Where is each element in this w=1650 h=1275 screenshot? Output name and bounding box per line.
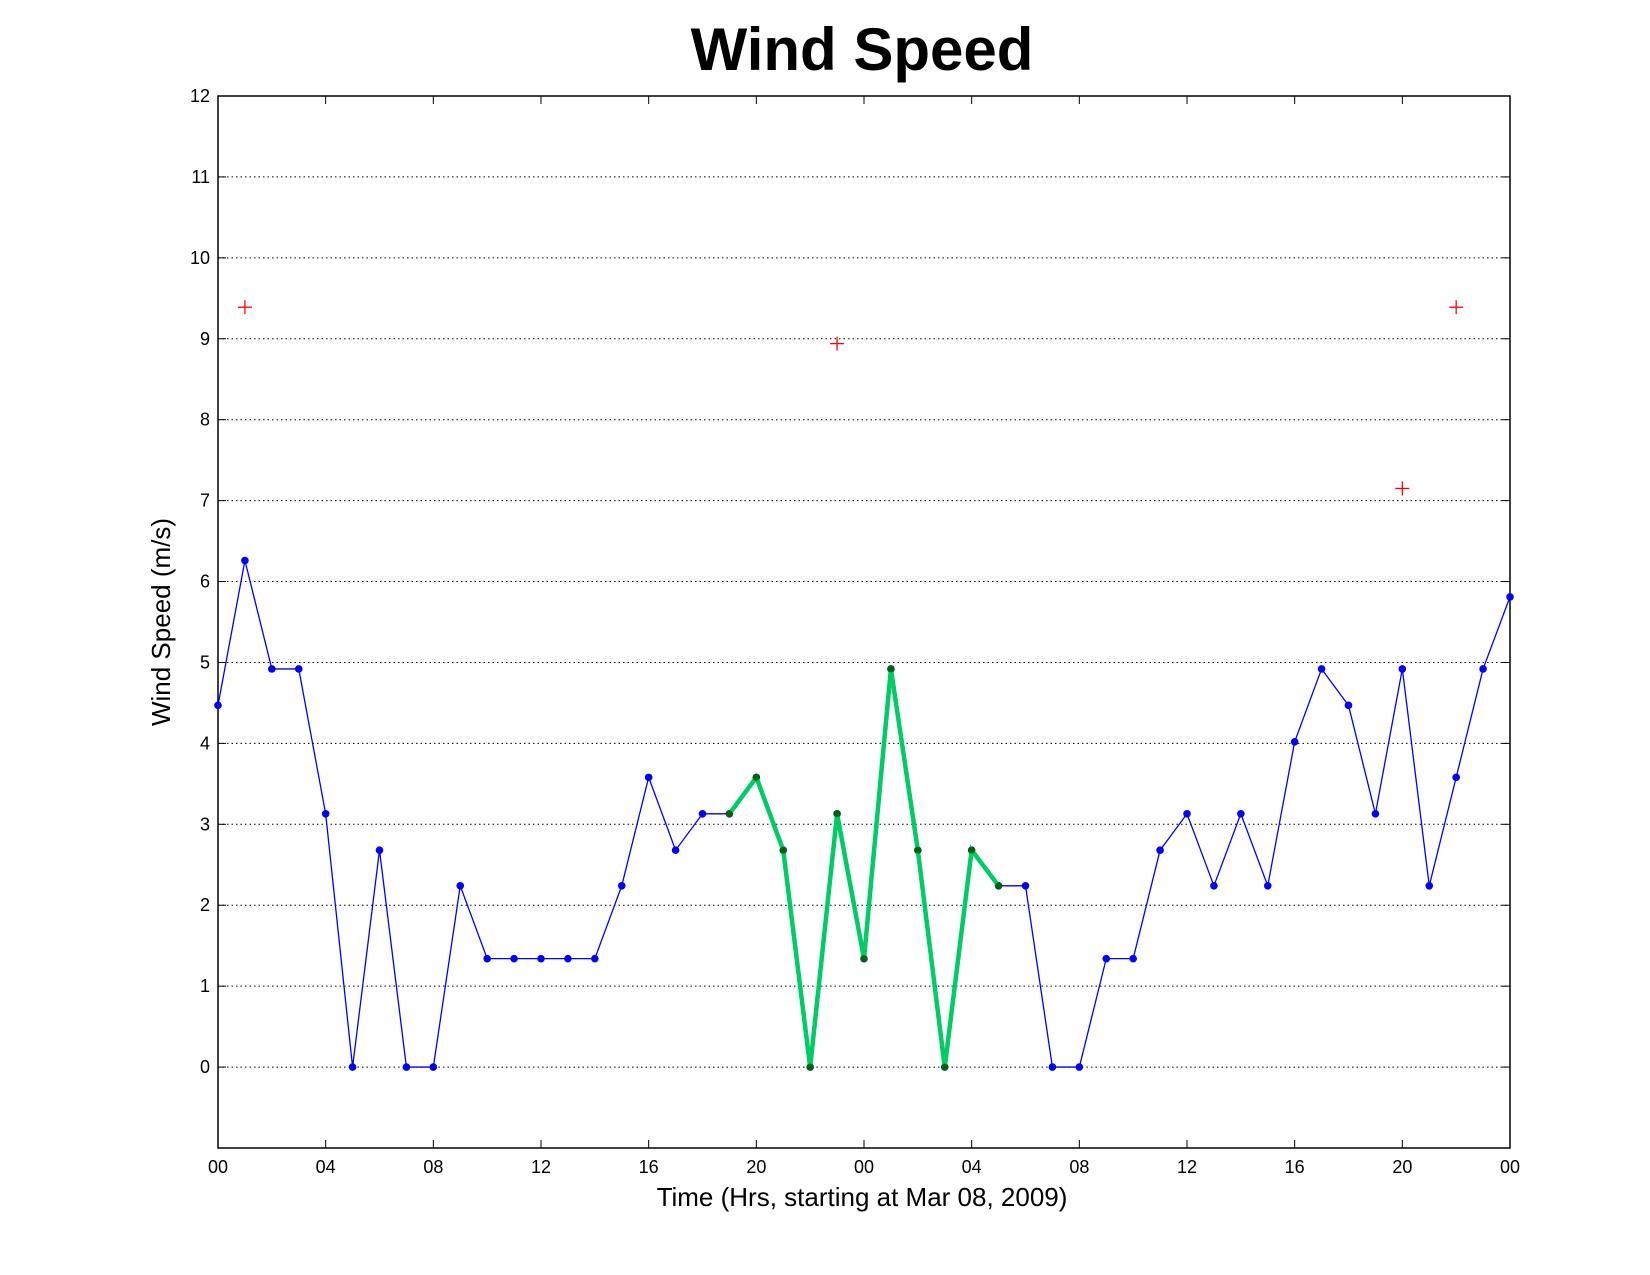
chart-title: Wind Speed	[691, 16, 1034, 83]
series-0-point	[375, 846, 384, 855]
series-0-point	[1156, 846, 1164, 855]
series-0-point	[1210, 882, 1218, 890]
x-tick-label: 16	[1285, 1157, 1305, 1177]
x-tick-label: 04	[962, 1157, 982, 1177]
y-tick-label: 12	[190, 86, 210, 106]
x-tick-label: 08	[423, 1157, 443, 1177]
y-tick-label: 8	[200, 410, 210, 430]
series-0-point	[1398, 665, 1407, 673]
series-0-point	[402, 1063, 411, 1071]
series-0-point	[564, 954, 572, 963]
series-1-point	[752, 773, 760, 781]
x-tick-label: 00	[854, 1157, 874, 1177]
series-1-point	[806, 1063, 814, 1071]
series-0-point	[671, 846, 680, 855]
series-0-line	[217, 560, 1511, 1068]
y-tick-label: 3	[200, 814, 210, 834]
series-1-point	[860, 955, 868, 963]
series-1-point	[833, 810, 841, 818]
series-0-point	[510, 954, 518, 963]
series-1-point	[914, 846, 922, 854]
series-0-point	[591, 954, 599, 963]
series-2-point	[1449, 300, 1464, 315]
series-1-point	[968, 846, 976, 854]
series-0-point	[1506, 593, 1514, 601]
series-0-point	[1129, 954, 1137, 963]
y-tick-label: 7	[200, 491, 210, 511]
series-0-point	[1317, 665, 1326, 673]
series-0-point	[456, 882, 465, 890]
x-tick-label: 08	[1069, 1157, 1089, 1177]
series-2-point	[830, 336, 845, 351]
series-0-point	[1290, 737, 1299, 746]
series-0-point	[1263, 882, 1272, 890]
y-tick-label: 11	[191, 167, 210, 187]
x-tick-label: 20	[746, 1157, 766, 1177]
series-0-point	[537, 954, 545, 963]
y-axis-label: Wind Speed (m/s)	[146, 518, 176, 726]
x-tick-label: 04	[316, 1157, 336, 1177]
y-tick-label: 10	[190, 248, 210, 268]
y-tick-label: 5	[200, 652, 210, 672]
series-0-point	[1021, 882, 1030, 890]
series-layer	[214, 300, 1514, 1071]
y-tick-label: 0	[200, 1057, 210, 1077]
series-0-point	[483, 954, 491, 963]
series-0-point	[1048, 1063, 1057, 1071]
y-tick-label: 1	[200, 976, 210, 996]
series-0-point	[1371, 809, 1380, 818]
series-1-point	[995, 882, 1003, 890]
series-0-point	[1237, 809, 1245, 818]
series-0-point	[698, 809, 707, 818]
series-1-point	[725, 810, 733, 818]
series-0-point	[429, 1063, 438, 1071]
x-tick-label: 16	[639, 1157, 659, 1177]
series-0-point	[1344, 701, 1353, 710]
x-tick-label: 00	[1500, 1157, 1520, 1177]
x-tick-label: 12	[531, 1157, 551, 1177]
series-0-point	[241, 556, 249, 565]
x-tick-label: 12	[1177, 1157, 1197, 1177]
x-tick-label: 20	[1392, 1157, 1412, 1177]
series-0-point	[1075, 1063, 1084, 1071]
series-0-point	[214, 701, 222, 710]
series-2-point	[237, 300, 252, 315]
gridlines	[218, 95, 1510, 1068]
y-tick-label: 2	[200, 895, 210, 915]
series-0-point	[1479, 665, 1487, 673]
series-0-point	[617, 882, 626, 890]
series-0-point	[294, 665, 303, 673]
series-0-point	[1183, 809, 1191, 818]
series-0-point	[321, 809, 330, 818]
series-1-point	[779, 846, 787, 854]
x-axis-label: Time (Hrs, starting at Mar 08, 2009)	[657, 1182, 1068, 1212]
y-tick-label: 6	[200, 572, 210, 592]
series-1-point	[941, 1063, 949, 1071]
series-2-point	[1395, 481, 1410, 496]
y-tick-label: 4	[200, 733, 210, 753]
series-0-point	[348, 1063, 357, 1071]
series-0-point	[644, 773, 653, 782]
plot-frame	[217, 95, 1511, 1149]
series-0-point	[268, 665, 276, 673]
series-0-point	[1452, 773, 1460, 782]
y-tick-label: 9	[200, 329, 210, 349]
series-0-point	[1102, 954, 1111, 963]
series-1-line	[727, 668, 1001, 1068]
series-1-point	[887, 665, 895, 673]
series-0-point	[1425, 882, 1434, 890]
x-tick-label: 00	[208, 1157, 228, 1177]
